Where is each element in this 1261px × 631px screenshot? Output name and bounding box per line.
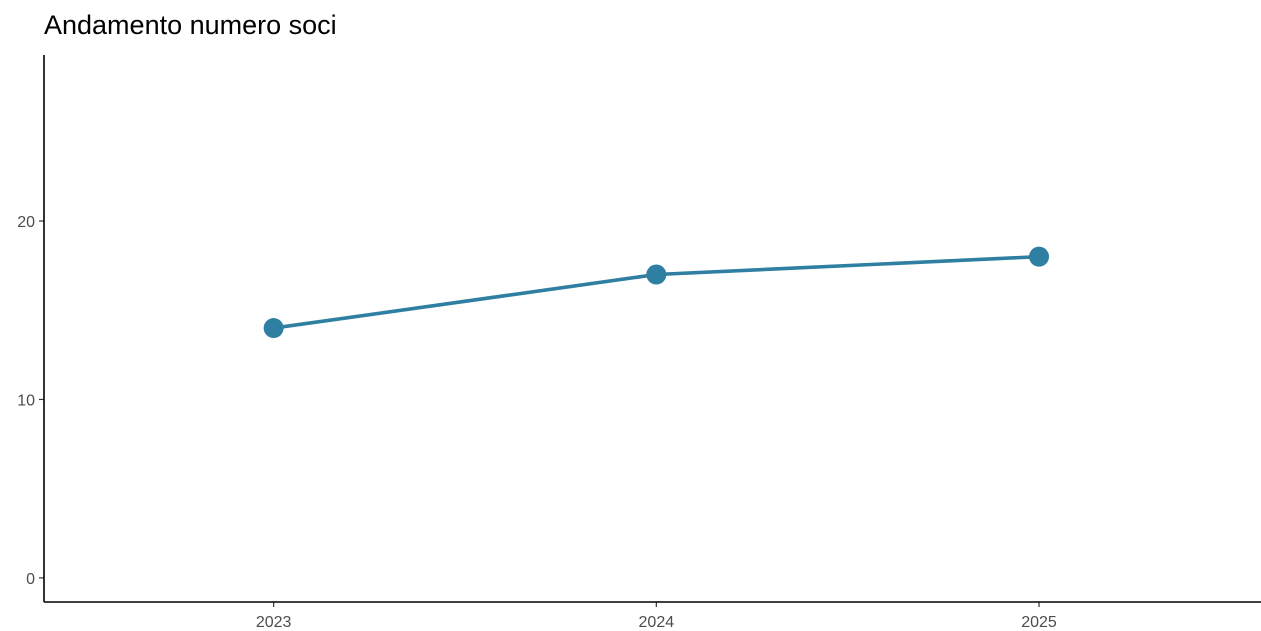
data-point: [1029, 246, 1050, 267]
x-tick-label: 2025: [1021, 614, 1057, 631]
x-tick-label: 2024: [639, 614, 675, 631]
x-tick-label: 2023: [256, 614, 292, 631]
y-tick-label: 0: [26, 571, 35, 588]
x-axis-ticks: 2023 2024 2025: [256, 602, 1057, 631]
data-point: [263, 318, 284, 339]
series-layer: [263, 246, 1050, 339]
y-axis-ticks: 0 10 20: [17, 214, 44, 588]
y-tick-label: 10: [17, 392, 35, 409]
y-tick-label: 20: [17, 214, 35, 231]
chart-title: Andamento numero soci: [44, 10, 337, 40]
data-point: [646, 264, 667, 285]
